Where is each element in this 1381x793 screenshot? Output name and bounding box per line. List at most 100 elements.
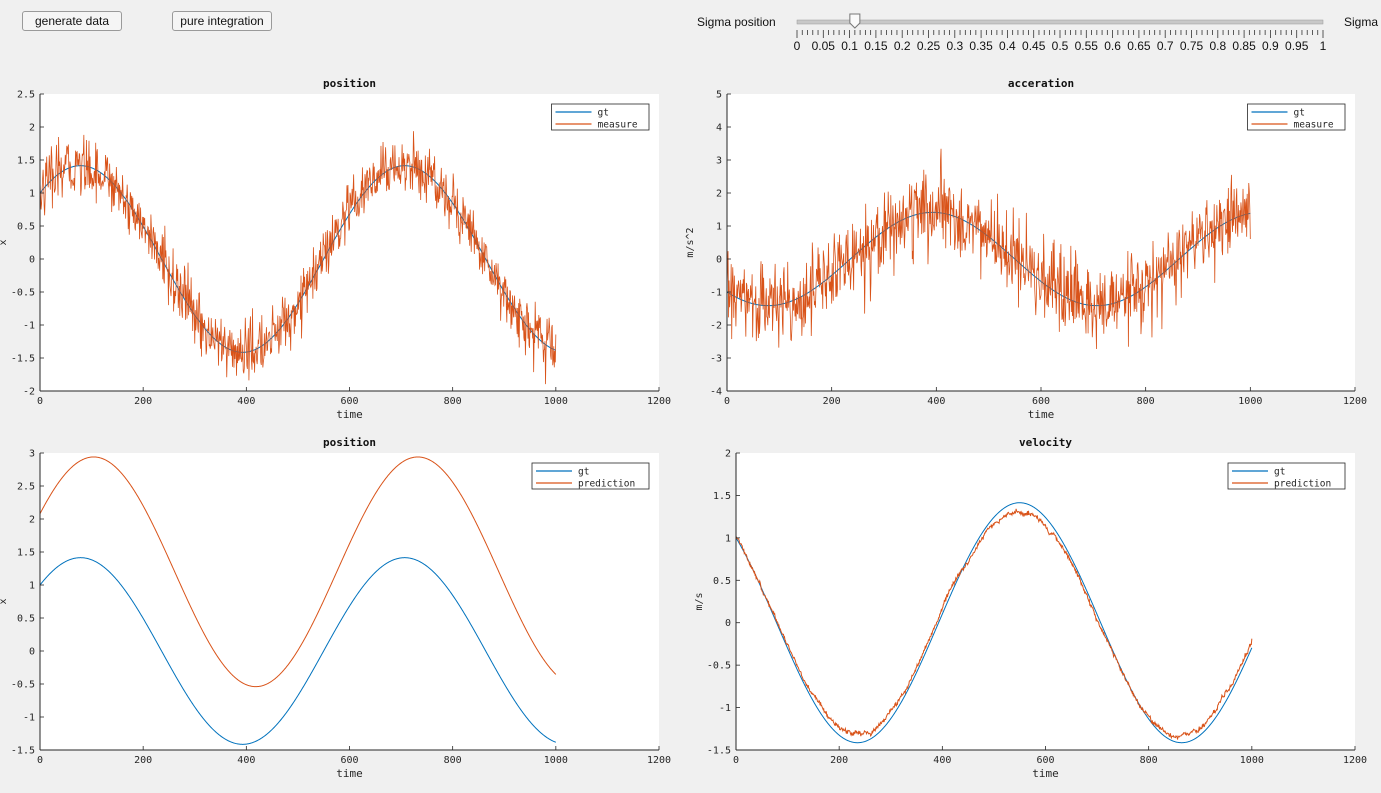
- y-tick-label: -1.5: [11, 354, 35, 365]
- x-tick-label: 200: [134, 755, 152, 766]
- slider-tick-label: 0.55: [1075, 39, 1099, 53]
- slider-tick-label: 0.7: [1157, 39, 1174, 53]
- y-tick-label: 0.5: [17, 222, 35, 233]
- y-tick-label: -0.5: [11, 680, 35, 691]
- y-tick-label: 0.5: [713, 576, 731, 587]
- slider-tick-label: 0.6: [1104, 39, 1121, 53]
- x-tick-label: 400: [927, 396, 945, 407]
- slider-tick-label: 0.4: [999, 39, 1016, 53]
- series-line-gt: [736, 502, 1253, 744]
- series-line-measure: [727, 148, 1251, 349]
- chart-title: velocity: [1019, 436, 1072, 449]
- slider-tick-label: 0.2: [894, 39, 911, 53]
- y-tick-label: 1.5: [17, 156, 35, 167]
- x-tick-label: 1200: [1343, 396, 1367, 407]
- x-tick-label: 1200: [1343, 755, 1367, 766]
- sigma-position-slider[interactable]: 0 0.05 0.1 0.15 0.2 0.25 0.3 0.35 0.4 0.45 0.5 0.55…: [786, 10, 1332, 60]
- slider-tick-label: 0.3: [946, 39, 963, 53]
- series-line-prediction: [736, 508, 1253, 740]
- chart-2: 0 200 400 600 800 1000 1200 -4 -3 -2 -1 0 1 2 3 4 5 accer…: [685, 77, 1367, 421]
- x-tick-label: 1000: [544, 755, 568, 766]
- slider-tick-label: 0.8: [1209, 39, 1226, 53]
- y-tick-label: 4: [716, 123, 722, 134]
- legend-box: [1247, 103, 1346, 131]
- legend-label: prediction: [578, 479, 635, 490]
- slider-tick-label: 1: [1320, 39, 1327, 53]
- legend-label: gt: [598, 108, 609, 119]
- plot-area: [736, 453, 1355, 750]
- x-tick-label: 200: [830, 755, 848, 766]
- y-tick-label: 0: [716, 255, 722, 266]
- y-tick-label: 2.5: [17, 90, 35, 101]
- y-tick-label: -3: [710, 354, 722, 365]
- chart-1: 0 200 400 600 800 1000 1200 -2 -1.5 -1 -0.5 0 0.5 1 1.…: [0, 77, 671, 421]
- x-tick-label: 0: [724, 396, 730, 407]
- slider-tick-label: 0.35: [969, 39, 993, 53]
- slider-tick-label: 0.25: [917, 39, 941, 53]
- legend-label: measure: [598, 120, 638, 131]
- legend-box: [551, 103, 650, 131]
- slider-thumb: [849, 13, 861, 29]
- x-tick-label: 400: [237, 755, 255, 766]
- x-tick-label: 1000: [1238, 396, 1262, 407]
- y-tick-label: 2: [716, 189, 722, 200]
- y-axis-label: m/s^2: [685, 227, 696, 257]
- slider-track: [796, 19, 1324, 25]
- legend-box: [531, 462, 650, 490]
- chart-title: acceration: [1008, 77, 1074, 90]
- y-tick-label: 1: [716, 222, 722, 233]
- slider-tick-label: 0.1: [841, 39, 858, 53]
- sigma-position-label: Sigma position: [697, 15, 776, 29]
- x-tick-label: 600: [340, 755, 358, 766]
- x-tick-label: 1000: [1240, 755, 1264, 766]
- plot-area: [727, 94, 1355, 391]
- y-tick-label: 3: [716, 156, 722, 167]
- y-axis-label: m/s: [694, 592, 705, 610]
- legend-label: prediction: [1274, 479, 1331, 490]
- x-axis-label: time: [1032, 767, 1059, 780]
- x-tick-label: 200: [134, 396, 152, 407]
- x-axis-label: time: [336, 767, 363, 780]
- plot-area: [40, 94, 659, 391]
- y-tick-label: -4: [710, 387, 722, 398]
- chart-title: position: [323, 77, 376, 90]
- x-tick-label: 600: [1032, 396, 1050, 407]
- legend-label: gt: [1294, 108, 1305, 119]
- x-axis-label: time: [336, 408, 363, 421]
- y-tick-label: -1.5: [707, 746, 731, 757]
- y-tick-label: -1.5: [11, 746, 35, 757]
- x-tick-label: 600: [340, 396, 358, 407]
- y-tick-label: 5: [716, 90, 722, 101]
- y-tick-label: 2.5: [17, 482, 35, 493]
- y-tick-label: -0.5: [707, 661, 731, 672]
- legend-label: gt: [578, 467, 589, 478]
- y-axis-label: x: [0, 239, 9, 245]
- x-tick-label: 0: [733, 755, 739, 766]
- sigma-label: Sigma: [1344, 15, 1379, 29]
- slider-tick-label: 0.15: [864, 39, 888, 53]
- chart-3: 0 200 400 600 800 1000 1200 -1.5 -1 -0.5 0 0.5 1 1.5 2…: [0, 436, 671, 780]
- y-tick-label: 0: [29, 647, 35, 658]
- x-axis-label: time: [1028, 408, 1055, 421]
- y-tick-label: -2: [710, 321, 722, 332]
- y-tick-label: 1: [29, 581, 35, 592]
- y-tick-label: 1: [725, 533, 731, 544]
- plot-area: [40, 453, 659, 750]
- legend-label: measure: [1294, 120, 1334, 131]
- y-tick-label: 1: [29, 189, 35, 200]
- x-tick-label: 800: [1140, 755, 1158, 766]
- series-line-gt-overlay: [40, 165, 556, 353]
- pure-integration-button[interactable]: pure integration: [172, 11, 272, 31]
- x-tick-label: 1200: [647, 755, 671, 766]
- y-tick-label: 2: [725, 449, 731, 460]
- generate-data-button[interactable]: generate data: [22, 11, 122, 31]
- y-tick-label: -1: [23, 321, 35, 332]
- x-tick-label: 1000: [544, 396, 568, 407]
- x-tick-label: 800: [444, 396, 462, 407]
- y-tick-label: 3: [29, 449, 35, 460]
- chart-title: position: [323, 436, 376, 449]
- x-tick-label: 400: [237, 396, 255, 407]
- slider-tick-label: 0.65: [1127, 39, 1151, 53]
- y-tick-label: -1: [710, 288, 722, 299]
- x-tick-label: 200: [823, 396, 841, 407]
